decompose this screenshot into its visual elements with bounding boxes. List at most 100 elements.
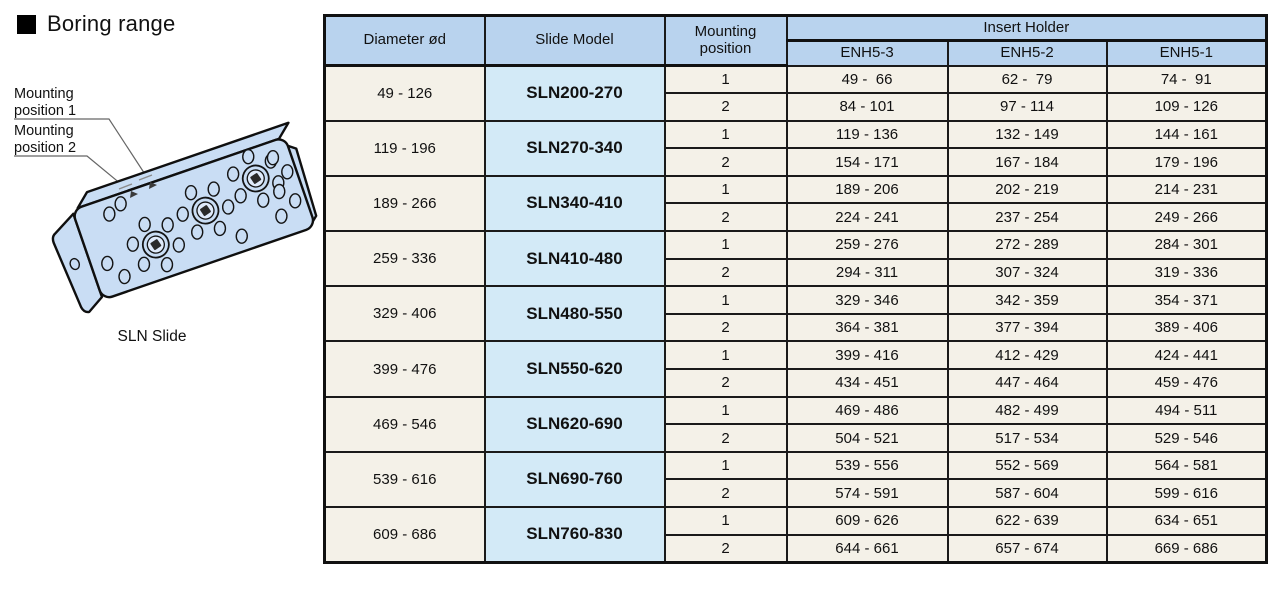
range-cell: 294 - 311: [785, 258, 949, 288]
range-cell: 364 - 381: [785, 313, 949, 343]
range-cell: 494 - 511: [1105, 395, 1268, 426]
model-cell: SLN200-270: [483, 64, 666, 122]
range-cell: 259 - 276: [785, 230, 949, 260]
range-cell: 434 - 451: [785, 368, 949, 398]
page-title: Boring range: [17, 11, 175, 37]
mounting-position-1-label-line1: Mounting: [14, 86, 74, 102]
position-cell: 2: [663, 147, 788, 177]
table-row: 2 434 - 451 447 - 464 459 - 476: [325, 368, 1268, 398]
range-cell: 307 - 324: [946, 258, 1108, 288]
position-cell: 2: [663, 368, 788, 398]
diameter-cell: 609 - 686: [323, 505, 486, 564]
section-square-icon: [17, 14, 36, 34]
range-cell: 599 - 616: [1105, 478, 1268, 508]
range-cell: 529 - 546: [1105, 423, 1268, 453]
table-row: 2 224 - 241 237 - 254 249 - 266: [325, 202, 1268, 233]
position-cell: 1: [663, 506, 788, 536]
mounting-position-1-label-line2: position 1: [14, 103, 76, 119]
range-cell: 574 - 591: [785, 478, 949, 508]
range-cell: 224 - 241: [785, 202, 949, 233]
model-cell: SLN760-830: [483, 505, 666, 564]
position-cell: 2: [663, 313, 788, 343]
col-header-mounting-position: Mounting position: [663, 14, 788, 67]
range-cell: 539 - 556: [785, 450, 949, 481]
col-header-slide-model: Slide Model: [483, 14, 666, 67]
position-cell: 2: [663, 534, 788, 564]
model-cell: SLN690-760: [483, 450, 666, 509]
range-cell: 482 - 499: [946, 395, 1108, 426]
table-row: 2 364 - 381 377 - 394 389 - 406: [325, 313, 1268, 343]
table-row: 609 - 686 SLN760-830 1 609 - 626 622 - 639 63…: [323, 505, 1268, 564]
range-cell: 74 - 91: [1105, 64, 1268, 95]
range-cell: 97 - 114: [946, 92, 1108, 122]
range-cell: 167 - 184: [946, 147, 1108, 177]
header-row-insert-columns: ENH5-3 ENH5-2 ENH5-1: [325, 40, 1268, 67]
col-header-enh5-1: ENH5-1: [1105, 40, 1268, 67]
model-cell: SLN410-480: [483, 230, 666, 288]
diameter-cell: 329 - 406: [323, 285, 486, 343]
model-cell: SLN480-550: [483, 285, 666, 343]
diameter-cell: 49 - 126: [323, 64, 486, 122]
table-row: 2 154 - 171 167 - 184 179 - 196: [325, 147, 1268, 177]
table-row: 49 - 126 SLN200-270 1 49 - 66 62 - 79 74 - 91: [323, 64, 1268, 122]
position-cell: 1: [663, 450, 788, 481]
position-cell: 2: [663, 202, 788, 233]
range-cell: 144 - 161: [1105, 119, 1268, 150]
diameter-cell: 469 - 546: [323, 395, 486, 453]
range-cell: 119 - 136: [785, 119, 949, 150]
model-cell: SLN270-340: [483, 119, 666, 177]
table-row: 329 - 406 SLN480-550 1 329 - 346 342 - 359 35…: [323, 285, 1268, 343]
col-header-insert-holder: Insert Holder: [785, 14, 1268, 42]
position-cell: 1: [663, 119, 788, 150]
illustration-caption: SLN Slide: [118, 328, 187, 345]
position-cell: 1: [663, 230, 788, 260]
table-row: 189 - 266 SLN340-410 1 189 - 206 202 - 219 21…: [323, 174, 1268, 233]
sln-slide-illustration: Mounting position 1 Mounting position 2 …: [14, 86, 318, 345]
table-row: 2 644 - 661 657 - 674 669 - 686: [325, 534, 1268, 564]
col-header-enh5-2: ENH5-2: [946, 40, 1108, 67]
range-cell: 447 - 464: [946, 368, 1108, 398]
page-title-text: Boring range: [47, 11, 176, 36]
range-cell: 154 - 171: [785, 147, 949, 177]
position-cell: 2: [663, 478, 788, 508]
range-cell: 622 - 639: [946, 506, 1108, 536]
engraving-mark-1: [138, 174, 153, 181]
table-row: 2 294 - 311 307 - 324 319 - 336: [325, 258, 1268, 288]
range-cell: 214 - 231: [1105, 174, 1268, 205]
mounting-position-2-label-line1: Mounting: [14, 123, 74, 139]
model-cell: SLN620-690: [483, 395, 666, 453]
range-cell: 644 - 661: [785, 534, 949, 564]
header-row-main: Diameter ød Slide Model Mounting positio…: [323, 14, 1268, 67]
range-cell: 424 - 441: [1105, 340, 1268, 371]
position-cell: 2: [663, 423, 788, 453]
position-cell: 2: [663, 258, 788, 288]
range-cell: 389 - 406: [1105, 313, 1268, 343]
range-cell: 517 - 534: [946, 423, 1108, 453]
sln-slide-drawing: [51, 121, 318, 314]
table-row: 119 - 196 SLN270-340 1 119 - 136 132 - 149 14…: [323, 119, 1268, 177]
range-cell: 377 - 394: [946, 313, 1108, 343]
range-cell: 189 - 206: [785, 174, 949, 205]
range-cell: 634 - 651: [1105, 506, 1268, 536]
diameter-cell: 189 - 266: [323, 174, 486, 233]
range-cell: 564 - 581: [1105, 450, 1268, 481]
range-cell: 109 - 126: [1105, 92, 1268, 122]
range-cell: 587 - 604: [946, 478, 1108, 508]
range-cell: 329 - 346: [785, 285, 949, 315]
table-row: 469 - 546 SLN620-690 1 469 - 486 482 - 499 49…: [323, 395, 1268, 453]
diameter-cell: 119 - 196: [323, 119, 486, 177]
table-row: 2 84 - 101 97 - 114 109 - 126: [325, 92, 1268, 122]
range-cell: 284 - 301: [1105, 230, 1268, 260]
range-cell: 399 - 416: [785, 340, 949, 371]
range-cell: 609 - 626: [785, 506, 949, 536]
range-cell: 249 - 266: [1105, 202, 1268, 233]
position-cell: 1: [663, 285, 788, 315]
range-cell: 237 - 254: [946, 202, 1108, 233]
boring-range-table: Diameter ød Slide Model Mounting positio…: [323, 14, 1269, 564]
range-cell: 272 - 289: [946, 230, 1108, 260]
range-cell: 354 - 371: [1105, 285, 1268, 315]
range-cell: 62 - 79: [946, 64, 1108, 95]
position-cell: 1: [663, 395, 788, 426]
table-row: 2 574 - 591 587 - 604 599 - 616: [325, 478, 1268, 508]
range-cell: 657 - 674: [946, 534, 1108, 564]
